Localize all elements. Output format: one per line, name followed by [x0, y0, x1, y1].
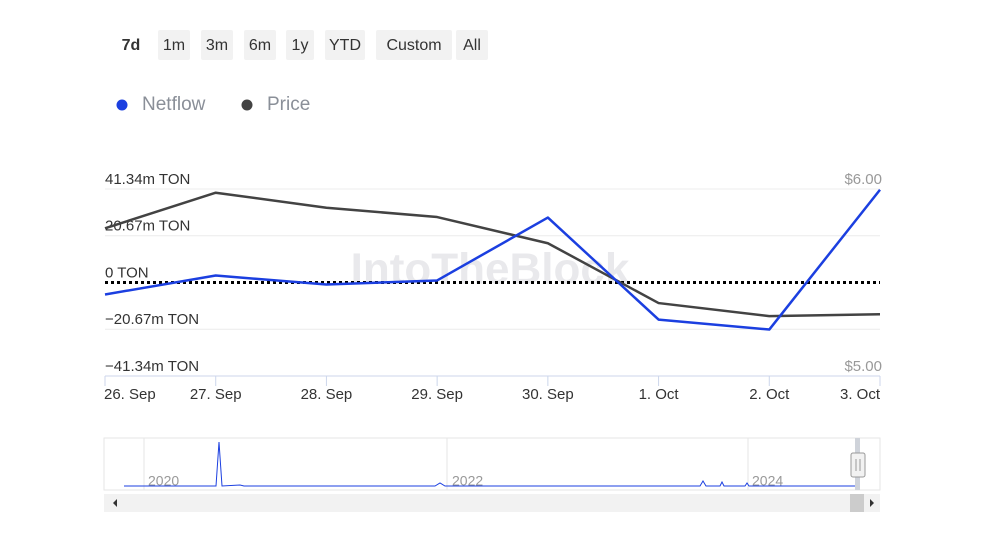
legend-marker[interactable] [241, 99, 253, 111]
series-line [104, 188, 881, 331]
y-tick-label: 0 TON [105, 264, 149, 281]
scrollbar-thumb[interactable] [850, 494, 864, 512]
range-buttons: 7d 1m 3m 6m 1y YTD Custom All [122, 30, 488, 60]
range-button[interactable]: 6m [249, 37, 271, 54]
navigator[interactable] [103, 437, 881, 491]
button-bg[interactable] [201, 30, 233, 60]
x-tick-label: 30. Sep [522, 386, 574, 403]
y-tick-label: 41.34m TON [105, 171, 190, 188]
y2-tick-label: $6.00 [844, 171, 882, 188]
y-tick-label: −20.67m TON [105, 311, 199, 328]
button-bg[interactable] [376, 30, 452, 60]
navigator-label: 2020 [148, 473, 179, 489]
series-line [104, 191, 881, 318]
navigator-handle[interactable] [850, 452, 866, 478]
y2-tick-label: $5.00 [844, 358, 882, 375]
navigator-line [124, 441, 855, 487]
x-tick-label: 3. Oct [840, 386, 881, 403]
button-bg[interactable] [286, 30, 314, 60]
x-tick-label: 28. Sep [301, 386, 353, 403]
button-bg[interactable] [158, 30, 190, 60]
button-bg[interactable] [456, 30, 488, 60]
range-button[interactable]: All [463, 37, 481, 54]
range-button[interactable]: 1m [163, 37, 185, 54]
range-button[interactable]: 1y [292, 37, 309, 54]
y-tick-label: 20.67m TON [105, 218, 190, 235]
button-bg[interactable] [244, 30, 276, 60]
navigator-label: 2024 [752, 473, 783, 489]
scroll-left[interactable] [113, 499, 117, 507]
scroll-right[interactable] [870, 499, 874, 507]
range-button[interactable]: YTD [329, 37, 361, 54]
x-tick-label: 1. Oct [639, 386, 680, 403]
range-button[interactable]: 7d [122, 37, 141, 54]
legend-label[interactable]: Netflow [142, 94, 206, 115]
legend-marker[interactable] [116, 99, 128, 111]
x-tick-label: 29. Sep [411, 386, 463, 403]
x-tick-label: 26. Sep [104, 386, 156, 403]
y-tick-label: −41.34m TON [105, 358, 199, 375]
button-bg[interactable] [325, 30, 365, 60]
watermark: IntoTheBlock [351, 245, 630, 294]
legend-label[interactable]: Price [267, 94, 310, 115]
x-tick-label: 27. Sep [190, 386, 242, 403]
range-button[interactable]: Custom [386, 37, 441, 54]
scrollbar[interactable] [104, 494, 880, 512]
navigator-label: 2022 [452, 473, 483, 489]
range-button[interactable]: 3m [206, 37, 228, 54]
x-tick-label: 2. Oct [749, 386, 790, 403]
